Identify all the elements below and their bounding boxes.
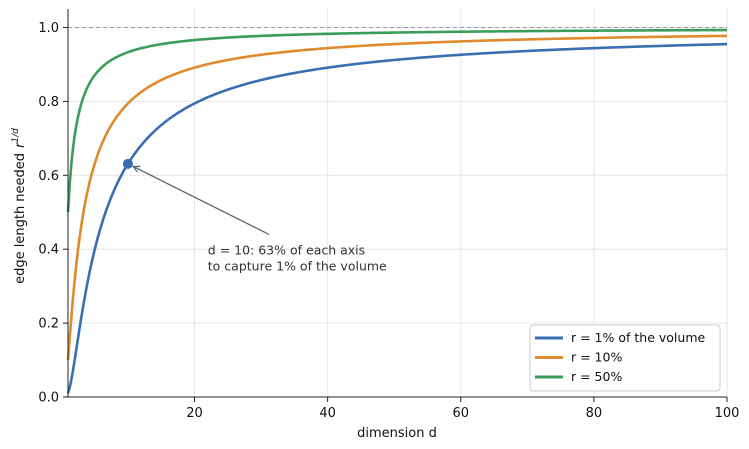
axes: 20 40 60 80 100 0.0 0.2 0.4 0.6 0.8 1.0 — [38, 9, 739, 421]
x-tick-label: 100 — [715, 406, 740, 421]
annotation-line-1: d = 10: 63% of each axis — [208, 242, 365, 257]
annotation-line-2: to capture 1% of the volume — [208, 258, 387, 273]
y-axis-label-text: edge length needed — [13, 153, 28, 284]
x-tick-label: 80 — [586, 406, 603, 421]
x-axis-label: dimension d — [357, 426, 437, 441]
annotation-group — [122, 158, 270, 235]
legend: r = 1% of the volume r = 10% r = 50% — [529, 324, 721, 392]
y-tick-label: 0.2 — [38, 317, 59, 332]
series-line-0 — [66, 42, 728, 394]
y-axis-label-math-exp: 1/d — [11, 128, 21, 143]
y-axis-label: edge length needed r1/d — [11, 128, 28, 284]
highlight-point — [122, 158, 133, 169]
y-tick-label: 0.0 — [38, 391, 59, 406]
legend-label-r10: r = 10% — [571, 350, 622, 365]
annotation-text: d = 10: 63% of each axis to capture 1% o… — [208, 242, 387, 273]
legend-label-r1: r = 1% of the volume — [571, 330, 705, 345]
y-tick-label: 0.6 — [38, 169, 59, 184]
annotation-arrow-head — [132, 165, 141, 173]
x-tick-label: 60 — [452, 406, 469, 421]
y-tick-label: 1.0 — [38, 21, 59, 36]
legend-frame — [529, 324, 721, 392]
series-line-1 — [66, 34, 728, 361]
y-tick-label: 0.8 — [38, 95, 59, 110]
x-tick-label: 40 — [319, 406, 336, 421]
y-axis-label-math-base: r — [13, 141, 28, 148]
svg-text:edge length neededr1/d: edge length needed r1/d — [11, 128, 28, 284]
annotation-arrow-line — [132, 165, 270, 235]
series-group — [66, 28, 728, 394]
series-line-2 — [66, 28, 727, 213]
y-tick-label: 0.4 — [38, 243, 59, 258]
legend-label-r50: r = 50% — [571, 369, 622, 384]
x-tick-label: 20 — [186, 406, 203, 421]
